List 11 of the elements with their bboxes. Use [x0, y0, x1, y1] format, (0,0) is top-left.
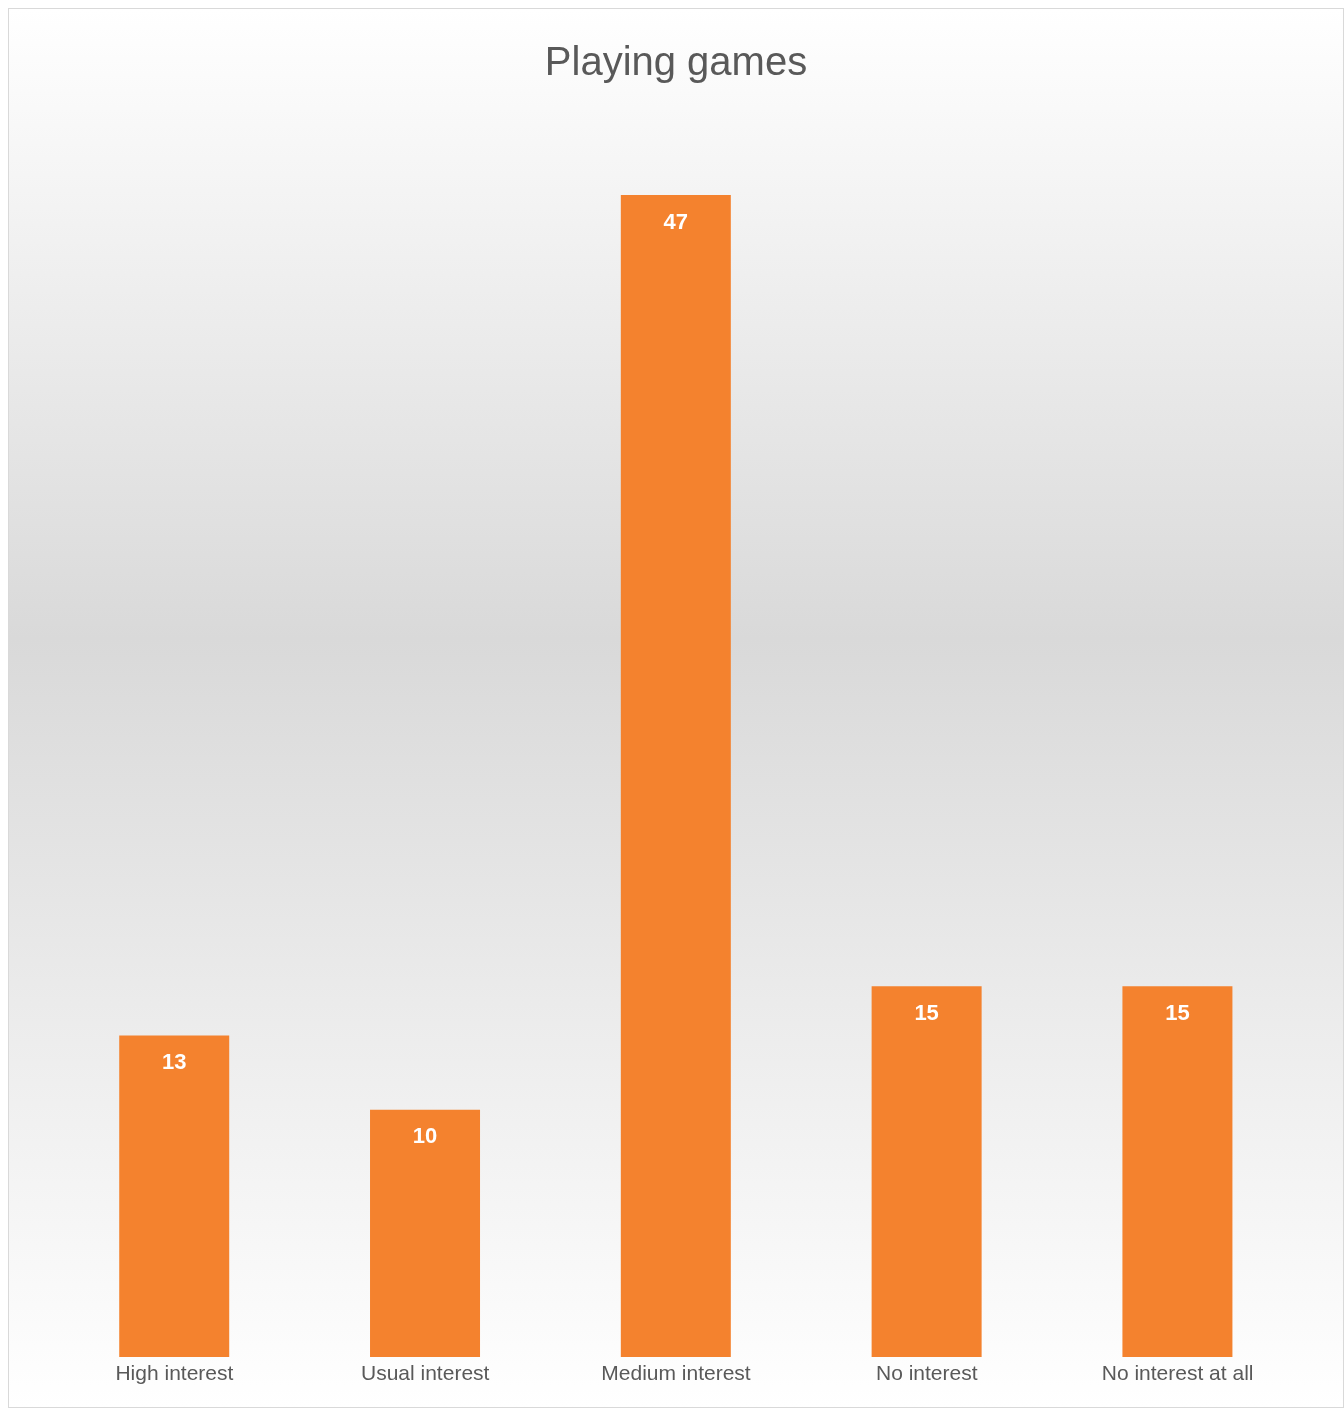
data-label: 13 — [161, 1049, 187, 1075]
x-tick-label: No interest at all — [1101, 1360, 1254, 1384]
chart-title: Playing games — [543, 38, 809, 85]
x-tick-label: Usual interest — [361, 1360, 490, 1384]
data-label: 15 — [914, 999, 939, 1025]
data-label: 15 — [1165, 999, 1190, 1025]
x-tick-label: High interest — [115, 1360, 234, 1384]
x-tick-label: No interest — [876, 1360, 978, 1384]
data-label: 47 — [663, 208, 689, 234]
data-label: 10 — [412, 1123, 438, 1149]
x-tick-label: Medium interest — [601, 1360, 751, 1384]
